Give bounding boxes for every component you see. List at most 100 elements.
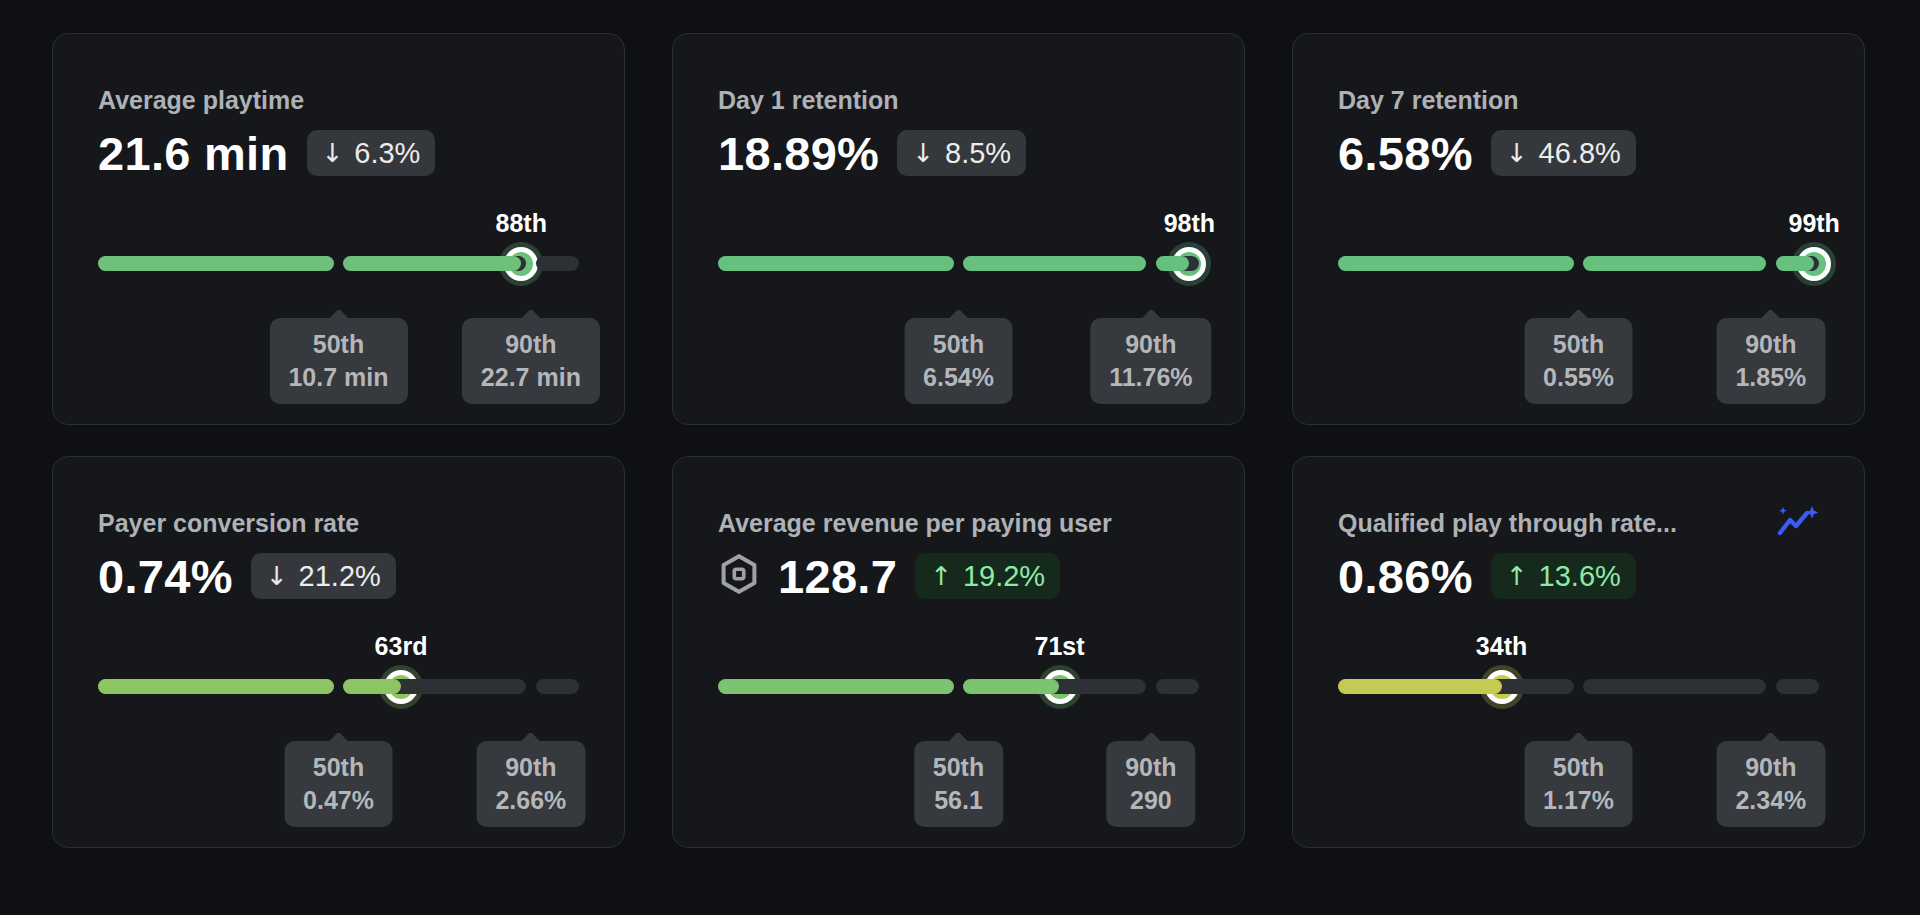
percentile-track — [718, 256, 1199, 271]
metric-title: Qualified play through rate... — [1338, 507, 1677, 539]
track-segment — [1776, 679, 1819, 694]
track-fill — [718, 679, 954, 694]
track-segment — [536, 256, 579, 271]
tooltip-value: 0.55% — [1543, 361, 1614, 394]
track-segment — [1156, 256, 1199, 271]
metric-value-row: 128.7 ↑ 19.2% — [718, 547, 1199, 605]
tooltip-value: 2.66% — [495, 784, 566, 817]
metric-value-row: 6.58% ↓ 46.8% — [1338, 124, 1819, 182]
metrics-grid: Average playtime 21.6 min ↓ 6.3% 88th 50… — [0, 0, 1920, 881]
tooltip-value: 22.7 min — [481, 361, 581, 394]
percentile-track — [98, 679, 579, 694]
tooltip-value: 11.76% — [1109, 361, 1192, 394]
percentile-label: 88th — [496, 209, 547, 238]
metric-value: 128.7 — [778, 549, 897, 604]
percentile-label-row: 88th — [98, 204, 579, 238]
change-badge: ↑ 13.6% — [1491, 553, 1636, 599]
percentile-label-row: 63rd — [98, 627, 579, 661]
metric-value-row: 21.6 min ↓ 6.3% — [98, 124, 579, 182]
tooltip-percentile: 50th — [1543, 751, 1614, 784]
track-segment — [1156, 679, 1199, 694]
percentile-tooltip: 90th1.85% — [1716, 318, 1825, 404]
metric-card[interactable]: Qualified play through rate... 0.86% ↑ 1… — [1292, 456, 1865, 848]
tooltip-percentile: 50th — [1543, 328, 1614, 361]
percentile-label-row: 99th — [1338, 204, 1819, 238]
percentile-label-row: 98th — [718, 204, 1199, 238]
metric-title: Payer conversion rate — [98, 507, 359, 539]
metric-value-row: 0.74% ↓ 21.2% — [98, 547, 579, 605]
change-arrow-icon: ↑ — [1506, 563, 1528, 589]
change-arrow-icon: ↓ — [266, 563, 288, 589]
change-value: 6.3% — [354, 137, 420, 170]
metric-title: Day 7 retention — [1338, 84, 1519, 116]
metric-value: 6.58% — [1338, 126, 1473, 181]
percentile-slider: 34th 50th1.17%90th2.34% — [1338, 627, 1819, 828]
change-arrow-icon: ↓ — [322, 140, 344, 166]
track-segment — [1338, 679, 1574, 694]
tooltip-percentile: 90th — [1735, 328, 1806, 361]
track-fill — [963, 256, 1146, 271]
card-title-row: Average playtime — [98, 84, 579, 116]
marker-tooltips: 50th56.1 90th290 — [718, 694, 1199, 828]
percentile-tooltip: 90th290 — [1106, 741, 1195, 827]
metric-value-row: 0.86% ↑ 13.6% — [1338, 547, 1819, 605]
track-fill — [1583, 256, 1766, 271]
track-fill — [98, 256, 334, 271]
tooltip-percentile: 50th — [303, 751, 374, 784]
trend-sparkle-icon[interactable] — [1775, 505, 1819, 543]
tooltip-percentile: 90th — [1735, 751, 1806, 784]
percentile-tooltip: 90th2.34% — [1716, 741, 1825, 827]
track-segment — [343, 256, 526, 271]
marker-tooltips: 50th10.7 min90th22.7 min — [98, 271, 579, 405]
track-fill — [718, 256, 954, 271]
metric-title: Day 1 retention — [718, 84, 899, 116]
metric-value: 21.6 min — [98, 126, 289, 181]
change-arrow-icon: ↑ — [930, 563, 952, 589]
percentile-tooltip: 90th22.7 min — [462, 318, 600, 404]
track-segment — [1583, 256, 1766, 271]
metric-card[interactable]: Average revenue per paying user 128.7 ↑ … — [672, 456, 1245, 848]
metric-card[interactable]: Day 7 retention 6.58% ↓ 46.8% 99th 50th0… — [1292, 33, 1865, 425]
card-title-row: Payer conversion rate — [98, 507, 579, 539]
tooltip-value: 290 — [1125, 784, 1176, 817]
marker-tooltips: 50th1.17%90th2.34% — [1338, 694, 1819, 828]
percentile-track — [718, 679, 1199, 694]
change-arrow-icon: ↓ — [912, 140, 934, 166]
track-segment — [536, 679, 579, 694]
percentile-slider: 99th 50th0.55%90th1.85% — [1338, 204, 1819, 405]
metric-card[interactable]: Day 1 retention 18.89% ↓ 8.5% 98th 50th6… — [672, 33, 1245, 425]
tooltip-value: 10.7 min — [288, 361, 388, 394]
percentile-label: 63rd — [375, 632, 428, 661]
percentile-slider: 71st 50th56.1 90th290 — [718, 627, 1199, 828]
tooltip-percentile: 90th — [1109, 328, 1192, 361]
percentile-label: 71st — [1034, 632, 1084, 661]
metric-value: 18.89% — [718, 126, 879, 181]
change-badge: ↑ 19.2% — [915, 553, 1060, 599]
tooltip-percentile: 90th — [495, 751, 566, 784]
percentile-label: 99th — [1788, 209, 1839, 238]
percentile-slider: 63rd 50th0.47% 90th2.66% — [98, 627, 579, 828]
tooltip-value: 0.47% — [303, 784, 374, 817]
metric-card[interactable]: Payer conversion rate 0.74% ↓ 21.2% 63rd… — [52, 456, 625, 848]
change-value: 8.5% — [945, 137, 1011, 170]
percentile-track — [1338, 256, 1819, 271]
percentile-tooltip: 90th11.76% — [1090, 318, 1211, 404]
track-segment — [1583, 679, 1766, 694]
percentile-label-row: 71st — [718, 627, 1199, 661]
track-fill — [343, 256, 521, 271]
track-segment — [963, 679, 1146, 694]
track-segment — [718, 256, 954, 271]
metric-card[interactable]: Average playtime 21.6 min ↓ 6.3% 88th 50… — [52, 33, 625, 425]
card-title-row: Day 7 retention — [1338, 84, 1819, 116]
metric-value: 0.74% — [98, 549, 233, 604]
track-fill — [1338, 256, 1574, 271]
percentile-track — [1338, 679, 1819, 694]
percentile-tooltip: 50th56.1 — [914, 741, 1003, 827]
track-segment — [718, 679, 954, 694]
card-title-row: Average revenue per paying user — [718, 507, 1199, 539]
metric-title: Average revenue per paying user — [718, 507, 1112, 539]
track-segment — [98, 256, 334, 271]
tooltip-percentile: 90th — [1125, 751, 1176, 784]
percentile-tooltip: 50th1.17% — [1524, 741, 1633, 827]
robux-icon — [718, 553, 760, 599]
